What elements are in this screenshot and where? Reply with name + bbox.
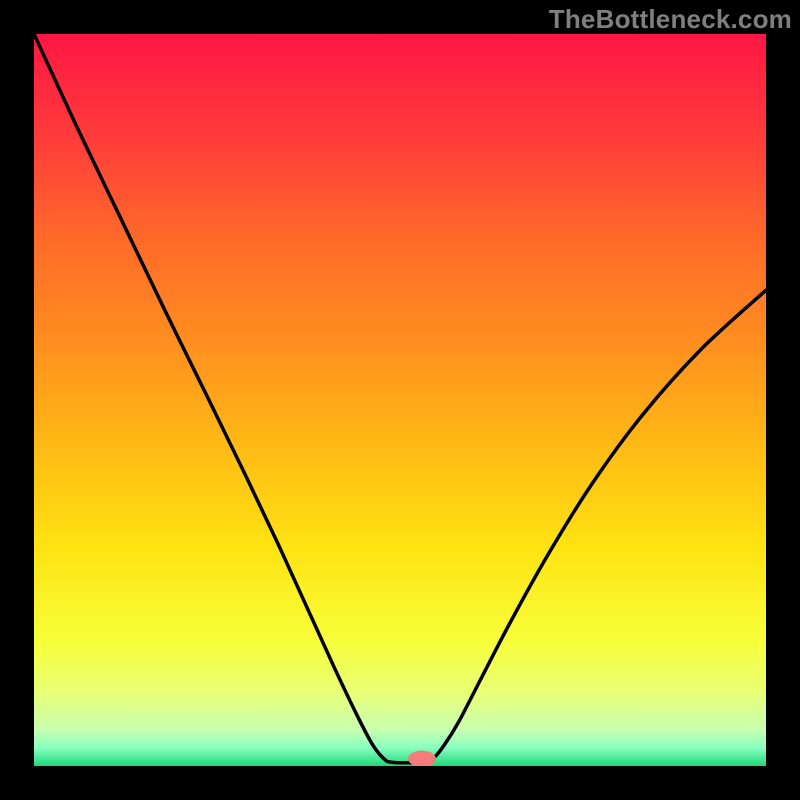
chart-svg [34, 34, 766, 766]
watermark-text: TheBottleneck.com [549, 4, 792, 35]
chart-stage: TheBottleneck.com [0, 0, 800, 800]
optimal-point-marker [408, 751, 436, 766]
plot-area [34, 34, 766, 766]
